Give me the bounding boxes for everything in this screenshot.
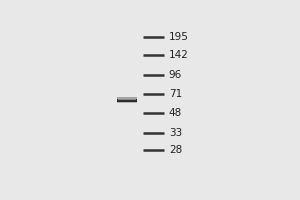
Bar [117,97,137,99]
Bar [118,99,136,100]
Bar [117,102,137,103]
Text: 142: 142 [169,50,189,60]
Text: 33: 33 [169,128,182,138]
Bar [117,99,137,102]
Text: 48: 48 [169,108,182,118]
Text: 195: 195 [169,32,189,42]
Text: 28: 28 [169,145,182,155]
Text: 96: 96 [169,70,182,80]
Text: 71: 71 [169,89,182,99]
